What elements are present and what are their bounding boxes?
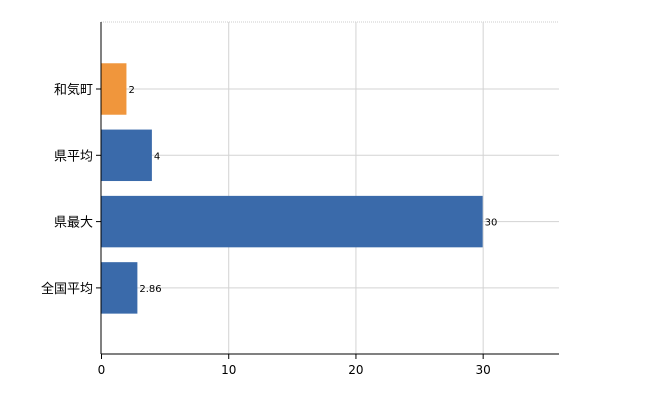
bar-layer — [101, 63, 483, 314]
label-layer: 0 10 20 30 和気町 2 県平均 4 県最大 30 全国平均 2.86 — [41, 82, 497, 377]
x-tick-label: 10 — [221, 363, 236, 377]
bar — [101, 63, 127, 115]
data-label: 2 — [128, 85, 134, 96]
category-label: 県平均 — [54, 149, 93, 164]
data-label: 4 — [154, 151, 160, 162]
category-label: 全国平均 — [41, 281, 93, 297]
category-label: 和気町 — [54, 82, 93, 98]
data-label: 2.86 — [139, 284, 161, 295]
bar — [101, 129, 152, 182]
grid-layer — [101, 21, 559, 354]
x-tick-label: 30 — [476, 363, 491, 377]
axis-layer — [96, 22, 559, 359]
bar — [101, 262, 138, 314]
bar — [101, 195, 483, 248]
category-label: 県最大 — [54, 216, 93, 231]
x-tick-label: 20 — [348, 363, 363, 377]
data-label: 30 — [485, 218, 498, 229]
x-tick-label: 0 — [98, 363, 106, 377]
